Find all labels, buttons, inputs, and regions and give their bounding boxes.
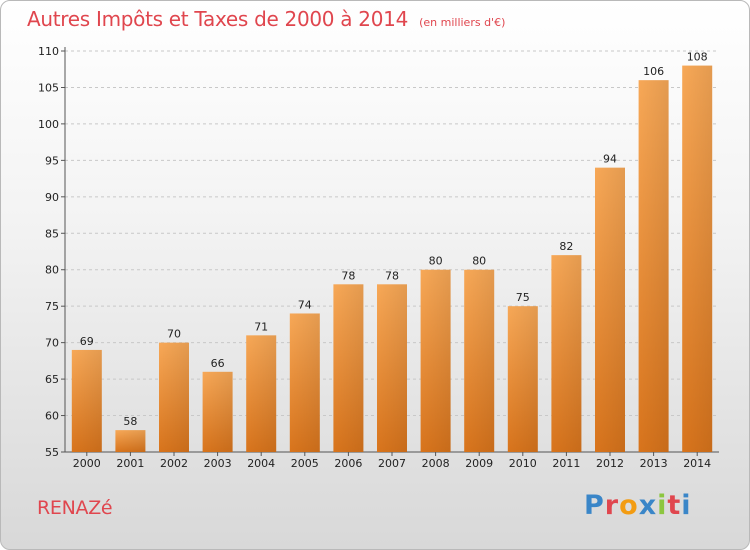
x-tick-label: 2001	[116, 457, 144, 470]
y-tick-label: 100	[38, 118, 59, 131]
y-tick-label: 55	[45, 446, 59, 459]
y-tick-label: 80	[45, 264, 59, 277]
x-tick-label: 2005	[291, 457, 319, 470]
data-label: 80	[472, 255, 486, 268]
x-tick-label: 2012	[596, 457, 624, 470]
x-tick-label: 2008	[422, 457, 450, 470]
data-label: 94	[603, 153, 617, 166]
place-name: RENAZé	[37, 497, 113, 519]
y-tick-label: 70	[45, 337, 59, 350]
brand-letter: o	[619, 490, 639, 521]
x-tick-label: 2013	[640, 457, 668, 470]
x-tick-label: 2000	[73, 457, 101, 470]
data-label: 78	[341, 269, 355, 282]
y-tick-label: 85	[45, 227, 59, 240]
y-tick-label: 60	[45, 410, 59, 423]
bar-shade	[551, 255, 582, 452]
bar-shade	[115, 430, 146, 452]
bar-group	[246, 335, 277, 452]
bar-shade	[289, 313, 320, 452]
bar-group	[377, 284, 407, 452]
data-label: 69	[80, 335, 94, 348]
bar-group	[638, 80, 669, 452]
x-tick-label: 2002	[160, 457, 188, 470]
x-tick-label: 2010	[509, 457, 537, 470]
bars	[71, 65, 713, 452]
y-tick-label: 110	[38, 45, 59, 58]
bar-group	[71, 349, 102, 452]
data-label: 75	[516, 291, 530, 304]
bar-group	[507, 306, 538, 452]
x-tick-label: 2014	[683, 457, 711, 470]
bar-shade	[420, 269, 451, 452]
bar-shade	[507, 306, 538, 452]
bar-group	[202, 371, 233, 452]
bar-shade	[638, 80, 669, 452]
bar-shade	[246, 335, 277, 452]
bar-group	[159, 342, 189, 452]
bar-group	[420, 269, 451, 452]
bar-shade	[333, 284, 364, 452]
bar-group	[115, 430, 146, 452]
brand-letter: i	[681, 490, 692, 521]
bar-shade	[595, 167, 625, 452]
x-tick-label: 2009	[465, 457, 493, 470]
data-label: 78	[385, 269, 399, 282]
chart-unit-note: (en milliers d'€)	[419, 16, 506, 29]
bar-shade	[682, 65, 713, 452]
data-label: 74	[298, 298, 312, 311]
x-tick-label: 2007	[378, 457, 406, 470]
data-label: 66	[211, 357, 225, 370]
bar-group	[682, 65, 713, 452]
x-tick-label: 2003	[204, 457, 232, 470]
bar-group	[595, 167, 625, 452]
x-tick-label: 2011	[552, 457, 580, 470]
bar-group	[551, 255, 582, 452]
y-tick-label: 95	[45, 154, 59, 167]
data-label: 106	[643, 65, 664, 78]
brand-letter: t	[667, 490, 682, 521]
y-tick-label: 90	[45, 191, 59, 204]
data-label: 58	[123, 415, 137, 428]
brand-letter: x	[638, 490, 658, 521]
bar-group	[333, 284, 364, 452]
data-label: 80	[429, 255, 443, 268]
brand-letter: r	[604, 490, 620, 521]
bar-group	[289, 313, 320, 452]
proxiti-logo[interactable]: Proxiti	[584, 490, 692, 521]
brand-letter: i	[657, 490, 668, 521]
chart-title: Autres Impôts et Taxes de 2000 à 2014 (e…	[27, 7, 505, 31]
x-tick-label: 2006	[334, 457, 362, 470]
chart-title-text: Autres Impôts et Taxes de 2000 à 2014	[27, 7, 408, 31]
bar-shade	[159, 342, 189, 452]
labels: 69 58 70 66 71 74 78 78 80 80 75 82 94 106 108	[80, 51, 708, 429]
y-tick-label: 65	[45, 373, 59, 386]
bar-shade	[464, 269, 495, 452]
y-tick-label: 75	[45, 300, 59, 313]
bar-shade	[71, 349, 102, 452]
bar-shade	[377, 284, 407, 452]
data-label: 70	[167, 328, 181, 341]
y-tick-label: 105	[38, 81, 59, 94]
brand-letter: P	[584, 490, 605, 521]
data-label: 108	[687, 51, 708, 64]
bar-group	[464, 269, 495, 452]
data-label: 71	[254, 320, 268, 333]
data-label: 82	[559, 240, 573, 253]
x-tick-label: 2004	[247, 457, 275, 470]
bar-shade	[202, 371, 233, 452]
